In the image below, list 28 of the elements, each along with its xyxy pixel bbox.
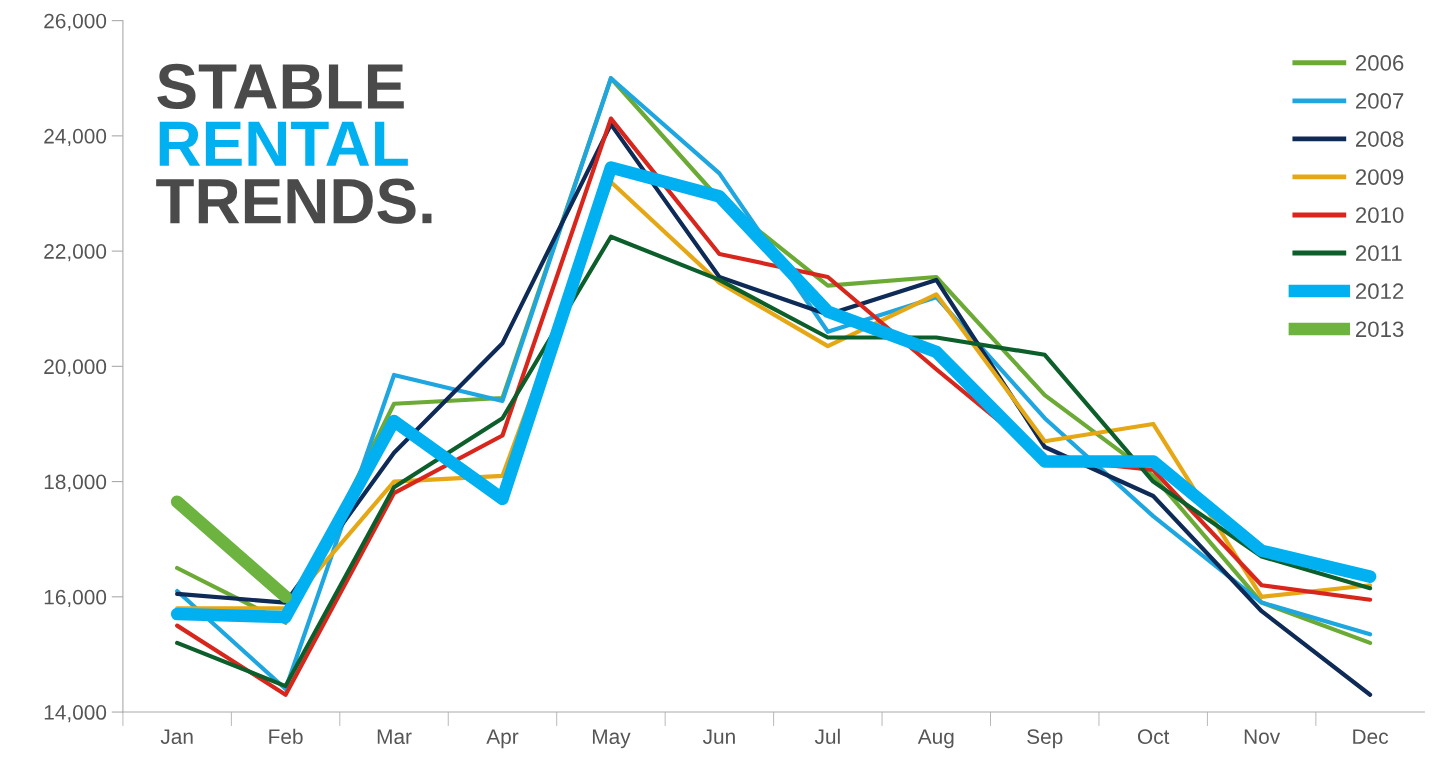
x-tick-label: Apr xyxy=(486,729,519,749)
legend-label: 2012 xyxy=(1356,283,1404,300)
legend-label: 2009 xyxy=(1356,169,1404,185)
x-tick-label: Mar xyxy=(377,729,412,745)
y-tick-label: 20,000 xyxy=(44,359,107,377)
legend-label: 2008 xyxy=(1356,131,1404,147)
y-tick-label: 22,000 xyxy=(44,244,107,262)
x-tick-label: Feb xyxy=(269,728,303,745)
x-tick-label: Dec xyxy=(1353,729,1389,745)
x-tick-label: Jan xyxy=(160,729,193,745)
y-tick-label: 16,000 xyxy=(44,589,107,608)
legend-label: 2011 xyxy=(1356,245,1402,262)
x-tick-label: Sep xyxy=(1027,729,1063,749)
x-tick-label: Nov xyxy=(1244,729,1281,745)
legend-label: 2006 xyxy=(1356,55,1404,71)
y-tick-label: 14,000 xyxy=(44,705,107,723)
x-tick-label: Jun xyxy=(702,729,735,745)
x-tick-label: Oct xyxy=(1137,729,1170,745)
y-tick-label: 18,000 xyxy=(44,474,107,492)
y-tick-label: 26,000 xyxy=(44,13,107,31)
x-tick-label: Jul xyxy=(814,728,840,745)
legend-label: 2010 xyxy=(1356,207,1404,223)
legend-label: 2007 xyxy=(1356,93,1404,109)
legend-label: 2013 xyxy=(1356,321,1404,338)
x-tick-label: Aug xyxy=(917,729,954,749)
text: STABLE RENTAL TRENDS. xyxy=(156,63,432,224)
x-tick-label: May xyxy=(592,729,631,749)
y-tick-label: 24,000 xyxy=(44,128,107,147)
